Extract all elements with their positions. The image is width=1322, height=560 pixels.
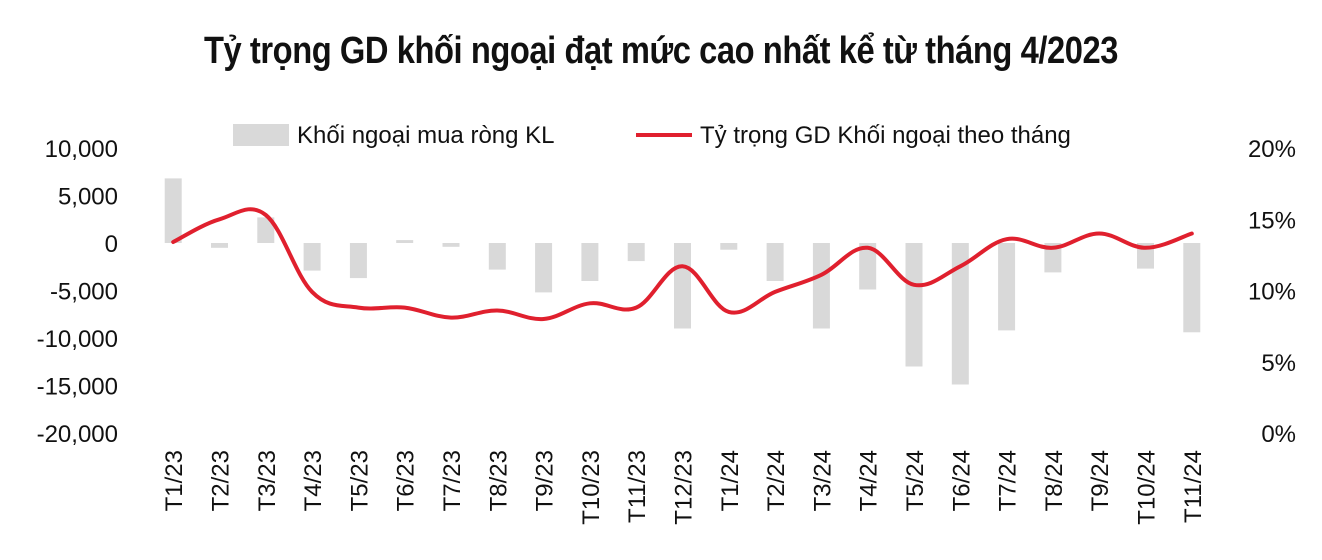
x-tick-label: T7/24 bbox=[995, 450, 1022, 511]
x-tick-label: T2/24 bbox=[763, 450, 790, 511]
bar bbox=[720, 243, 738, 250]
left-tick-label: -20,000 bbox=[37, 421, 118, 448]
right-tick-label: 20% bbox=[1248, 136, 1296, 163]
bar bbox=[905, 243, 923, 367]
x-tick-label: T12/23 bbox=[671, 450, 698, 525]
legend: Khối ngoại mua ròng KL Tỷ trọng GD Khối n… bbox=[233, 122, 1071, 149]
x-tick-label: T8/23 bbox=[485, 450, 512, 511]
x-tick-label: T3/23 bbox=[254, 450, 281, 511]
left-tick-label: 10,000 bbox=[45, 136, 118, 163]
right-axis: 20% 15% 10% 5% 0% bbox=[1248, 136, 1296, 448]
left-tick-label: -15,000 bbox=[37, 374, 118, 401]
bar bbox=[349, 243, 367, 279]
bar bbox=[303, 243, 321, 271]
x-tick-label: T10/24 bbox=[1134, 450, 1161, 525]
x-tick-label: T4/23 bbox=[300, 450, 327, 511]
x-tick-label: T11/24 bbox=[1180, 450, 1207, 523]
left-axis: 10,000 5,000 0 -5,000 -10,000 -15,000 -20,000 bbox=[37, 136, 118, 448]
x-tick-label: T11/23 bbox=[624, 450, 651, 523]
bar bbox=[581, 243, 599, 281]
left-tick-label: -5,000 bbox=[50, 279, 118, 306]
right-tick-label: 0% bbox=[1261, 421, 1296, 448]
x-tick-label: T7/23 bbox=[439, 450, 466, 511]
bar bbox=[396, 240, 414, 243]
bar bbox=[1183, 243, 1201, 333]
bar bbox=[257, 217, 275, 243]
chart-title: Tỷ trọng GD khối ngoại đạt mức cao nhất … bbox=[204, 30, 1118, 72]
right-tick-label: 10% bbox=[1248, 279, 1296, 306]
x-tick-label: T3/24 bbox=[809, 450, 836, 511]
x-tick-label: T2/23 bbox=[208, 450, 235, 511]
x-tick-label: T4/24 bbox=[856, 450, 883, 511]
bar bbox=[488, 243, 506, 270]
right-tick-label: 15% bbox=[1248, 207, 1296, 234]
bar bbox=[859, 243, 877, 290]
bar bbox=[998, 243, 1016, 331]
x-axis: T1/23 T2/23 T3/23 T4/23 T5/23 T6/23 T7/23 T8/23… bbox=[161, 450, 1207, 525]
bar bbox=[627, 243, 645, 262]
x-tick-label: T9/24 bbox=[1087, 450, 1114, 511]
bar bbox=[812, 243, 830, 329]
bar bbox=[535, 243, 553, 293]
left-tick-label: -10,000 bbox=[37, 326, 118, 353]
x-tick-label: T8/24 bbox=[1041, 450, 1068, 511]
bar bbox=[766, 243, 784, 281]
bar bbox=[951, 243, 969, 385]
x-tick-label: T5/23 bbox=[346, 450, 373, 511]
bar-series bbox=[164, 178, 1201, 385]
bar bbox=[211, 243, 228, 248]
x-tick-label: T1/24 bbox=[717, 450, 744, 511]
legend-swatch-bar bbox=[233, 124, 289, 146]
left-tick-label: 0 bbox=[105, 231, 118, 258]
x-tick-label: T1/23 bbox=[161, 450, 188, 511]
left-tick-label: 5,000 bbox=[58, 184, 118, 211]
x-tick-label: T6/24 bbox=[948, 450, 975, 511]
x-tick-label: T9/23 bbox=[532, 450, 559, 511]
bar bbox=[674, 243, 691, 329]
bar bbox=[1044, 243, 1062, 273]
x-tick-label: T6/23 bbox=[393, 450, 420, 511]
bar bbox=[442, 243, 460, 247]
legend-label-bar: Khối ngoại mua ròng KL bbox=[297, 122, 555, 149]
x-tick-label: T5/24 bbox=[902, 450, 929, 511]
bar bbox=[164, 178, 182, 243]
line-series bbox=[171, 207, 1194, 322]
legend-label-line: Tỷ trọng GD Khối ngoại theo tháng bbox=[700, 122, 1071, 149]
x-tick-label: T10/23 bbox=[578, 450, 605, 525]
right-tick-label: 5% bbox=[1261, 350, 1296, 377]
line-path bbox=[171, 207, 1194, 322]
